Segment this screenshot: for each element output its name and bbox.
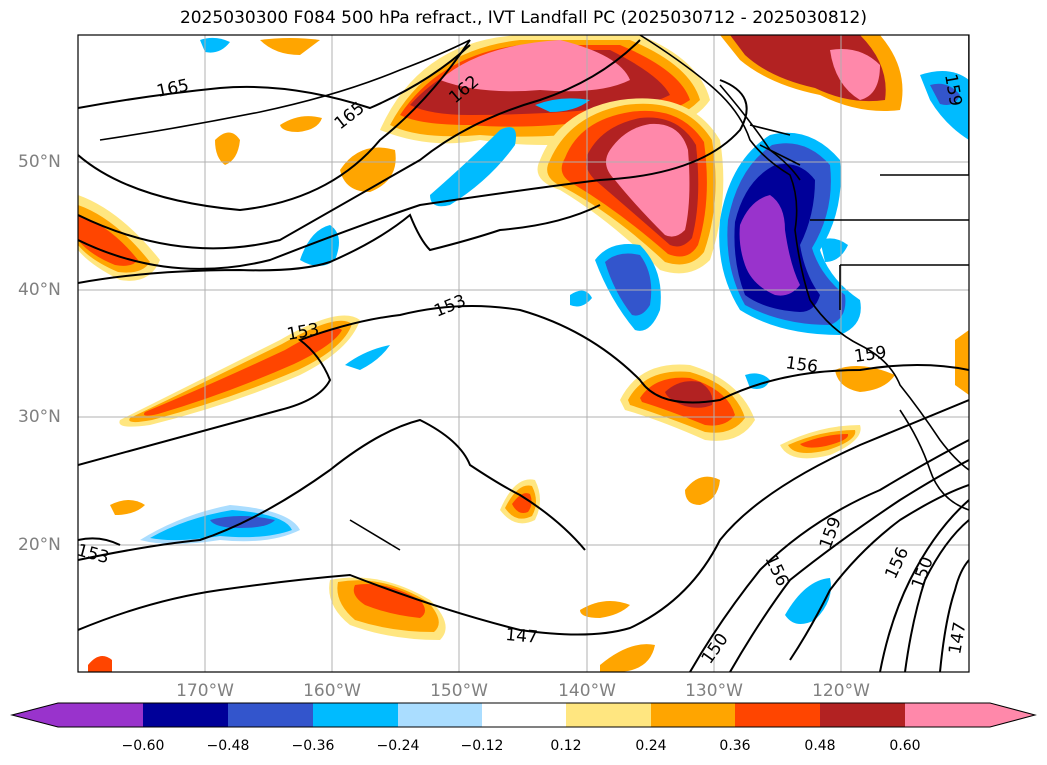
colorbar-cell xyxy=(313,703,398,727)
map-title: 2025030300 F084 500 hPa refract., IVT La… xyxy=(179,8,867,28)
lon-label: 140°W xyxy=(558,681,616,701)
colorbar-tick: −0.36 xyxy=(291,738,335,754)
colorbar xyxy=(10,702,1037,728)
contour-label: 147 xyxy=(505,625,539,648)
colorbar-cell xyxy=(820,703,905,727)
lat-label: 30°N xyxy=(18,407,61,427)
negative-anomaly-coast xyxy=(719,132,861,335)
colorbar-tick: 0.24 xyxy=(635,738,667,754)
colorbar-cell xyxy=(398,703,482,727)
colorbar-tick: −0.48 xyxy=(206,738,250,754)
colorbar-tick: 0.36 xyxy=(719,738,751,754)
colorbar-cell xyxy=(905,703,990,727)
coastlines xyxy=(99,35,969,551)
colorbar-cell xyxy=(566,703,651,727)
lat-label: 40°N xyxy=(18,280,61,300)
contour-label: 150 xyxy=(908,554,938,591)
contour-label: 159 xyxy=(853,343,888,367)
contour-label: 165 xyxy=(155,76,191,102)
lat-label: 50°N xyxy=(18,152,61,172)
colorbar-tick: 0.48 xyxy=(804,738,836,754)
colorbar-tick: −0.60 xyxy=(121,738,165,754)
colorbar-cell xyxy=(482,703,566,727)
refractivity-contours xyxy=(78,39,969,672)
contour-label: 153 xyxy=(431,291,469,322)
contour-label: 150 xyxy=(698,630,733,668)
lon-label: 120°W xyxy=(812,681,870,701)
colorbar-tick: 0.60 xyxy=(889,738,921,754)
positive-anomaly-offshore-bc xyxy=(537,98,724,274)
positive-anomaly-far-west xyxy=(78,195,160,281)
colorbar-outline xyxy=(10,702,1037,728)
positive-anomaly-small xyxy=(88,35,969,672)
gridlines xyxy=(78,35,969,672)
contour-label: 165 xyxy=(331,98,369,134)
filled-anomalies xyxy=(78,35,969,672)
colorbar-cell xyxy=(58,703,143,727)
lon-label: 130°W xyxy=(685,681,743,701)
positive-anomaly-south xyxy=(329,577,446,640)
negative-anomaly-mid xyxy=(140,37,969,624)
lat-label: 20°N xyxy=(18,535,61,555)
contour-label: 147 xyxy=(945,620,970,655)
colorbar-tick: −0.12 xyxy=(460,738,504,754)
lon-label: 170°W xyxy=(176,681,234,701)
colorbar-extend-min xyxy=(12,703,58,727)
colorbar-extend-max xyxy=(990,703,1035,727)
contour-label: 156 xyxy=(784,353,819,377)
colorbar-cell xyxy=(228,703,313,727)
colorbar-cell xyxy=(735,703,820,727)
colorbar-cell xyxy=(143,703,228,727)
colorbar-tick: −0.24 xyxy=(376,738,420,754)
plot-frame xyxy=(77,34,970,673)
colorbar-tick: 0.12 xyxy=(550,738,582,754)
lon-label: 160°W xyxy=(303,681,361,701)
positive-anomaly-west-band xyxy=(119,315,360,427)
colorbar-cell xyxy=(651,703,735,727)
lon-label: 150°W xyxy=(430,681,488,701)
contour-label: 156 xyxy=(881,544,913,582)
